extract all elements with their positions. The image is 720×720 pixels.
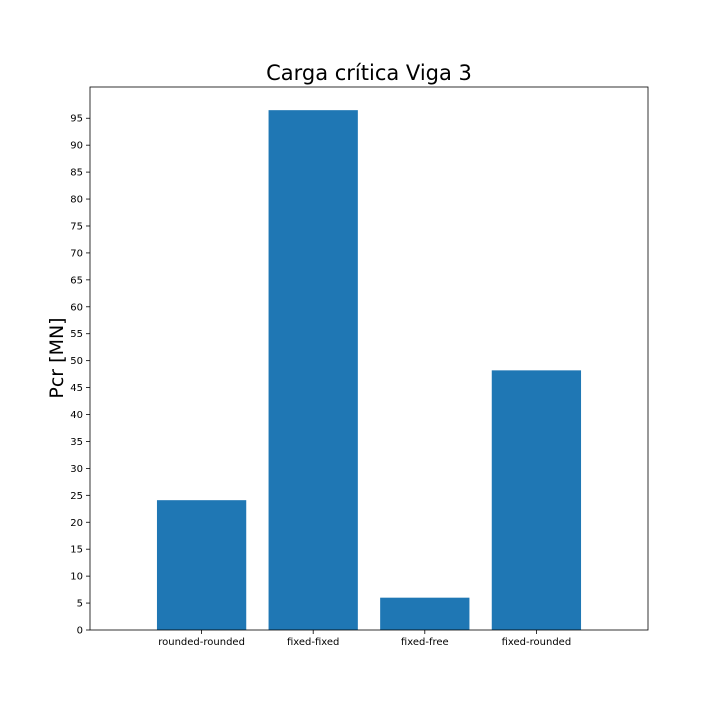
bars-group: [156, 110, 582, 630]
bar-rounded-rounded: [156, 500, 247, 630]
y-axis-label: Pcr [MN]: [46, 317, 68, 398]
y-tick-label: 70: [70, 248, 83, 259]
y-tick-label: 45: [70, 383, 83, 394]
y-tick-label: 65: [70, 275, 83, 286]
y-tick-label: 30: [70, 464, 83, 475]
x-tick-label: fixed-fixed: [287, 637, 339, 648]
y-tick-label: 55: [70, 329, 83, 340]
y-axis: 0 5 10 15 20 25 30 35 40 45 50 55 60 65 70 75 80 85 90 95: [70, 114, 90, 637]
x-tick-label: fixed-free: [401, 637, 449, 648]
y-tick-label: 35: [70, 437, 83, 448]
bar-fixed-free: [380, 597, 470, 630]
y-tick-label: 75: [70, 221, 83, 232]
y-tick-label: 40: [70, 410, 83, 421]
y-tick-label: 90: [70, 141, 83, 152]
chart-title: Carga crítica Viga 3: [266, 61, 472, 85]
y-tick-label: 0: [77, 626, 83, 637]
x-axis: rounded-rounded fixed-fixed fixed-free fixe…: [158, 630, 571, 648]
x-tick-label: fixed-rounded: [502, 637, 572, 648]
y-tick-label: 80: [70, 195, 83, 206]
y-tick-label: 85: [70, 168, 83, 179]
y-tick-label: 95: [70, 114, 83, 125]
y-tick-label: 25: [70, 491, 83, 502]
y-tick-label: 20: [70, 518, 83, 529]
bar-fixed-rounded: [491, 370, 582, 630]
y-tick-label: 10: [70, 572, 83, 583]
y-tick-label: 15: [70, 545, 83, 556]
y-tick-label: 60: [70, 302, 83, 313]
y-tick-label: 50: [70, 356, 83, 367]
x-tick-label: rounded-rounded: [158, 637, 245, 648]
y-tick-label: 5: [77, 599, 83, 610]
bar-fixed-fixed: [268, 110, 358, 630]
plot-frame: [89, 86, 649, 631]
